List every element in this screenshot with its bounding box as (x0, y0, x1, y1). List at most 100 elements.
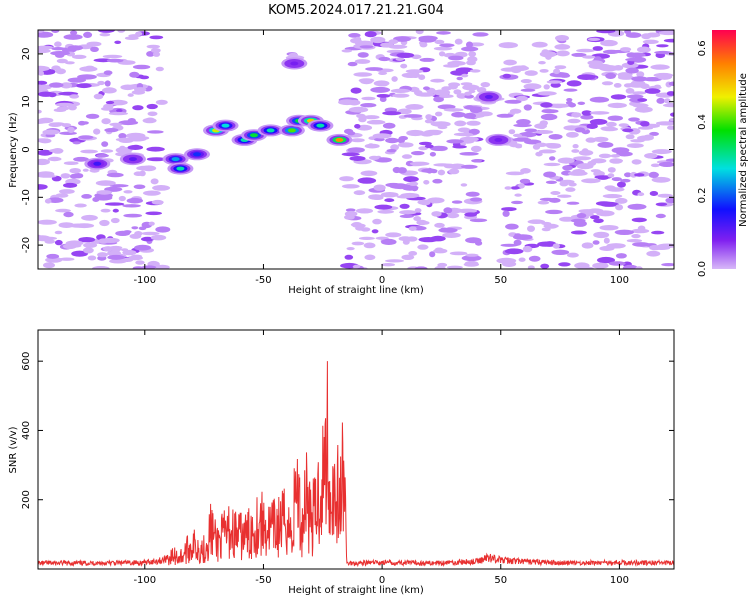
spectrogram-cell (516, 119, 531, 125)
spectrogram-cell (420, 131, 434, 137)
spectrogram-cell (663, 38, 674, 43)
spectrogram-cell (357, 52, 369, 58)
spectrogram-cell (397, 142, 414, 148)
spectrogram-cell (528, 255, 541, 262)
spectrogram-cell (429, 251, 436, 258)
spectrogram-cell (429, 152, 436, 157)
spectrogram-cell (373, 80, 390, 87)
spectrogram-cell (574, 127, 586, 133)
spectrogram-cell (118, 137, 135, 143)
spectrogram-cell (471, 159, 483, 163)
spectrogram-cell (550, 82, 561, 88)
spectrogram-cell (38, 149, 53, 156)
spectrogram-cell (351, 222, 362, 227)
spectrogram-cell (597, 176, 609, 180)
spectrogram-cell (38, 109, 42, 114)
spectrogram-cell (371, 195, 384, 200)
spectrogram-cell (405, 69, 424, 74)
spectrogram-cell (644, 153, 658, 159)
spectrogram-cell (466, 120, 481, 126)
spectrogram-cell (540, 102, 553, 108)
spectrogram-cell (631, 217, 647, 223)
spectrogram-cell (95, 180, 116, 186)
spectrogram-cell (616, 151, 633, 157)
spectrogram-cell (589, 96, 610, 103)
spectrogram-cell (344, 128, 354, 135)
spectrogram-cell (531, 41, 548, 48)
spectrogram-cell (572, 144, 579, 149)
spectrogram-cell (468, 51, 477, 57)
spectrogram-cell (385, 232, 402, 238)
y-tick-label: 200 (21, 490, 32, 509)
spectrogram-cell (546, 80, 563, 84)
spectrogram-cell (430, 169, 438, 174)
spectrogram-cell (540, 113, 558, 121)
spectrogram-cell (126, 197, 143, 204)
spectrogram-cell (539, 69, 549, 73)
spectrogram-cell (79, 66, 98, 72)
spectrogram-cell (390, 144, 399, 151)
spectrogram-cell (611, 177, 622, 182)
spectrogram-feature (221, 123, 230, 128)
spectrogram-cell (576, 48, 595, 53)
spectrogram-cell (374, 137, 385, 142)
spectrogram-cell (570, 218, 586, 223)
spectrogram-cell (518, 183, 525, 189)
colorbar-ticks: 0.0 0.2 0.4 0.6 (697, 40, 708, 277)
spectrogram-cell (515, 95, 529, 102)
spectrogram-cell (657, 73, 673, 80)
spectrogram-cell (69, 173, 79, 179)
spectrogram-cell (586, 123, 598, 129)
spectrogram-cell (469, 197, 483, 202)
spectrogram-cell (108, 99, 128, 106)
spectrogram-cell (615, 253, 627, 259)
spectrogram-cell (106, 58, 124, 63)
spectrogram-cell (551, 249, 570, 255)
spectrogram-cell (566, 80, 582, 87)
spectrogram-cell (434, 222, 445, 228)
spectrogram-feature (266, 128, 275, 133)
spectrogram-cell (614, 229, 635, 235)
spectrogram-cell (446, 265, 463, 269)
spectrogram-cell (78, 237, 96, 243)
spectrogram-cell (604, 185, 616, 191)
spectrogram-cell (543, 171, 556, 178)
spectrogram-feature (484, 94, 493, 99)
x-tick-label: 50 (494, 275, 507, 286)
spectrogram-cell (596, 210, 615, 217)
spectrogram-cell (143, 190, 161, 196)
figure-title: KOM5.2024.017.21.21.G04 (268, 3, 444, 18)
spectrogram-cell (540, 263, 550, 269)
spectrogram-cell (109, 122, 123, 127)
spectrogram-cell (51, 30, 60, 33)
spectrogram-cell (103, 103, 114, 110)
colorbar: 0.0 0.2 0.4 0.6 Normalized spectral amplitu… (697, 30, 749, 277)
spectrogram-cell (543, 84, 550, 90)
spectrogram-cell (567, 118, 581, 124)
spectrogram-cell (453, 132, 473, 137)
spectrogram-cell (348, 99, 361, 106)
spectrogram-cell (617, 181, 626, 188)
spectrogram-cell (360, 79, 373, 85)
spectrogram-x-label: Height of straight line (km) (288, 285, 424, 296)
spectrogram-cell (649, 131, 659, 136)
spectrogram-cell (358, 236, 375, 240)
spectrogram-cell (55, 102, 74, 107)
spectrogram-cell (132, 105, 144, 111)
spectrogram-cell (56, 58, 68, 64)
spectrogram-cell (505, 223, 519, 230)
spectrogram-cell (468, 128, 480, 135)
spectrogram-cell (134, 87, 147, 93)
spectrogram-cell (382, 122, 396, 129)
spectrogram-cell (588, 63, 605, 69)
spectrogram-cell (549, 156, 556, 161)
spectrogram-cell (576, 213, 587, 219)
spectrogram-cell (146, 44, 160, 49)
x-tick-label: -100 (133, 575, 156, 586)
spectrogram-cell (581, 242, 594, 249)
spectrogram-cell (603, 237, 610, 244)
spectrogram-cell (348, 33, 361, 38)
spectrogram-cell (138, 136, 150, 140)
spectrogram-cell (455, 67, 474, 73)
spectrogram-cell (401, 72, 421, 79)
